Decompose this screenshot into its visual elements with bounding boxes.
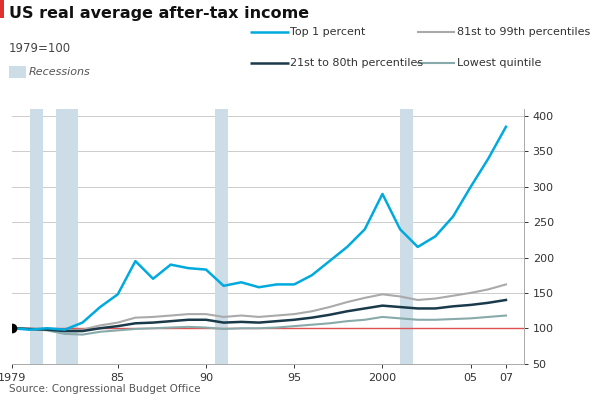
Text: 1979=100: 1979=100 [9, 42, 71, 55]
Bar [400, 109, 414, 364]
Bar [30, 109, 43, 364]
Text: 21st to 80th percentiles: 21st to 80th percentiles [290, 58, 424, 67]
Bar [215, 109, 228, 364]
Text: Recessions: Recessions [29, 67, 91, 77]
Text: Top 1 percent: Top 1 percent [290, 27, 366, 37]
Text: US real average after-tax income: US real average after-tax income [9, 6, 309, 21]
Text: Lowest quintile: Lowest quintile [457, 58, 541, 67]
Bar [56, 109, 78, 364]
Text: Source: Congressional Budget Office: Source: Congressional Budget Office [9, 384, 201, 394]
Text: 81st to 99th percentiles: 81st to 99th percentiles [457, 27, 590, 37]
